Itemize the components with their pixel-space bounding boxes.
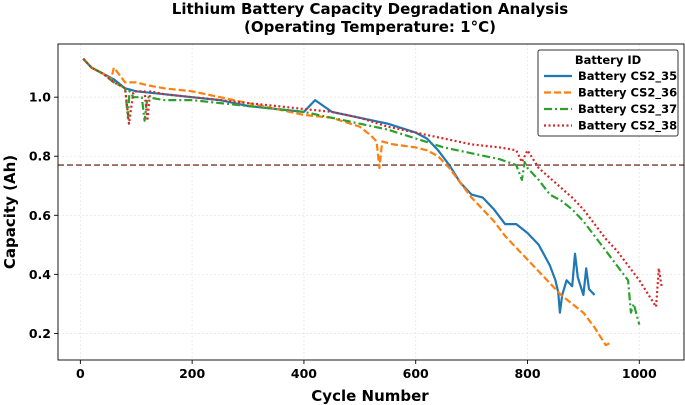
legend-label: Battery CS2_36 <box>578 86 677 101</box>
x-axis-label: Cycle Number <box>311 387 429 405</box>
legend-box <box>537 49 679 137</box>
y-tick-label: 0.4 <box>29 267 51 282</box>
y-tick-label: 0.8 <box>29 149 51 164</box>
x-tick-label: 0 <box>76 366 85 381</box>
plot-area: 0 200 400 600 800 1000 0.2 0.4 0.6 0.8 1.0 <box>29 43 685 381</box>
x-tick-label: 400 <box>291 366 317 381</box>
plot-frame <box>57 43 685 361</box>
x-tick-label: 1000 <box>622 366 657 381</box>
y-tick-label: 1.0 <box>29 90 51 105</box>
series-line-2 <box>82 58 641 325</box>
x-tick-label: 800 <box>514 366 540 381</box>
series-line-3 <box>82 58 663 308</box>
y-axis-label: Capacity (Ah) <box>1 155 19 269</box>
chart-subtitle: (Operating Temperature: 1°C) <box>244 18 496 36</box>
legend-label: Battery CS2_38 <box>578 119 677 134</box>
x-tick-label: 600 <box>403 366 429 381</box>
chart-title: Lithium Battery Capacity Degradation Ana… <box>172 0 569 18</box>
legend-label: Battery CS2_37 <box>578 102 677 117</box>
series-line-1 <box>82 58 612 347</box>
y-tick-label: 0.6 <box>29 208 51 223</box>
legend-title: Battery ID <box>575 53 641 67</box>
legend-label: Battery CS2_35 <box>578 69 677 84</box>
y-tick-label: 0.2 <box>29 326 51 341</box>
x-tick-label: 200 <box>179 366 205 381</box>
